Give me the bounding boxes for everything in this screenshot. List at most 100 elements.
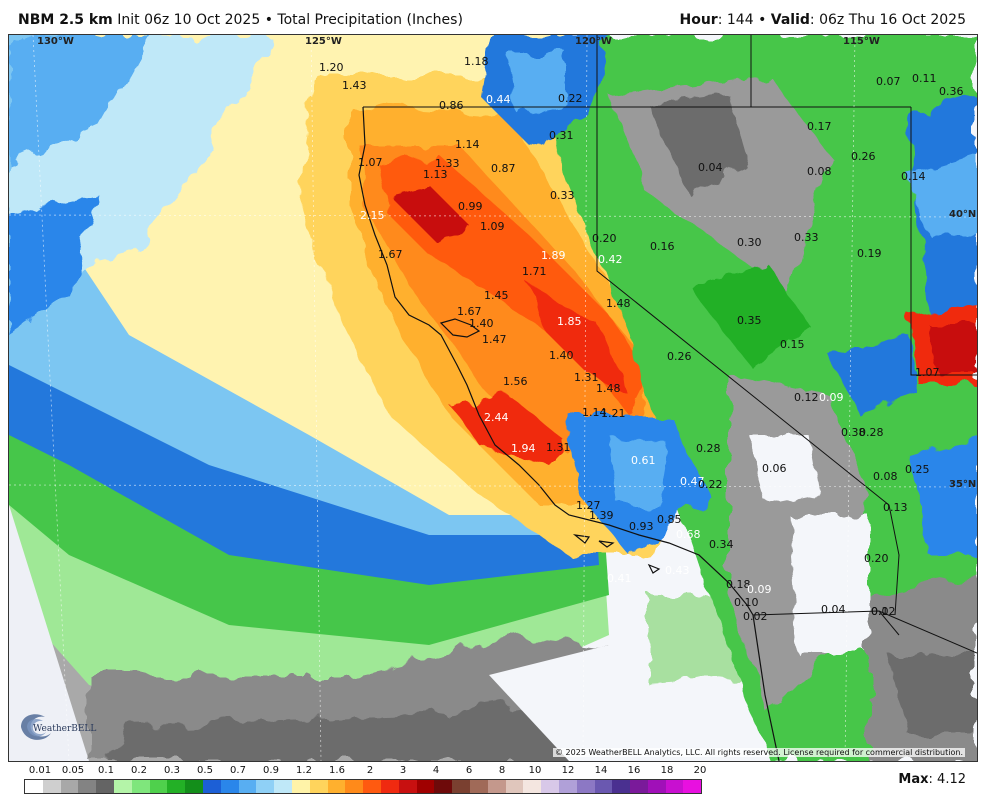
precip-point-label: 0.09 [819,391,844,404]
hour-value: : 144 [717,12,754,28]
legend-swatch [416,780,435,793]
legend-tick-label: 14 [594,765,608,776]
coastline [358,106,780,761]
logo-text: WeatherBELL [33,724,96,734]
precip-point-label: 0.20 [592,232,617,245]
legend-tick-label: 0.05 [61,765,85,776]
precip-point-label: 1.21 [601,407,626,420]
precip-point-label: 0.30 [737,236,762,249]
model-name: NBM 2.5 km [18,12,113,28]
precip-point-label: 0.17 [807,120,832,133]
nevada-precip-field [479,35,977,761]
precip-point-label: 0.93 [629,520,654,533]
header: NBM 2.5 km Init 06z 10 Oct 2025 • Total … [0,0,984,34]
precip-point-label: 0.38 [841,426,866,439]
legend-swatch [149,780,168,793]
legend-swatch [452,780,470,793]
state-boundaries [363,35,977,654]
precip-point-label: 1.20 [319,61,344,74]
legend-swatch [238,780,257,793]
copyright-notice: © 2025 WeatherBELL Analytics, LLC. All r… [553,748,965,757]
legend-swatch [380,780,399,793]
precip-point-label: 0.13 [883,501,908,514]
precip-point-label: 0.31 [549,129,574,142]
precip-point-label: 0.12 [794,391,819,404]
legend-swatch [594,780,613,793]
precip-point-label: 0.87 [491,162,516,175]
precip-point-label: 0.41 [607,572,632,585]
precip-point-label: 0.02 [743,610,768,623]
precip-point-label: 0.08 [807,165,832,178]
precip-point-label: 0.25 [905,463,930,476]
precip-point-label: 0.43 [665,564,690,577]
legend-swatch [167,780,186,793]
precip-point-label: 2.15 [360,209,385,222]
precip-point-label: 0.19 [857,247,882,260]
precip-point-label: 1.71 [522,265,547,278]
precip-point-label: 0.86 [439,99,464,112]
weatherbell-logo: WeatherBELL [21,714,96,740]
precip-point-label: 0.07 [876,75,901,88]
legend-swatch [327,780,346,793]
legend-swatch [96,780,114,793]
legend-swatch [363,780,381,793]
legend-tick-label: 3 [399,765,407,776]
precip-point-label: 1.43 [342,79,367,92]
legend-swatch [541,780,559,793]
legend-tick-label: 12 [561,765,575,776]
lat-label: 40°N [949,209,976,220]
precip-point-label: 1.31 [574,371,599,384]
title-separator: • [264,12,273,28]
precip-point-label: 0.16 [650,240,675,253]
precip-point-label: 0.20 [864,552,889,565]
legend-swatch [505,780,524,793]
legend-swatch [274,780,292,793]
legend-tick-label: 4 [432,765,440,776]
precip-point-label: 0.08 [873,470,898,483]
precip-point-label: 1.18 [464,55,489,68]
precip-point-label: 0.02 [871,605,896,618]
title-separator: • [758,12,767,28]
precip-point-label: 0.06 [762,462,787,475]
precip-point-label: 1.31 [546,441,571,454]
precip-point-label: 1.13 [423,168,448,181]
legend-swatch [487,780,506,793]
max-label-text: Max [898,772,929,787]
legend-tick-label: 18 [660,765,674,776]
legend-tick-label: 0.1 [98,765,114,776]
precip-point-label: 0.36 [939,85,964,98]
valid-time: Hour: 144 • Valid: 06z Thu 16 Oct 2025 [680,12,967,28]
legend-swatch [185,780,203,793]
legend-swatch [398,780,417,793]
legend-swatch [523,780,542,793]
precip-point-label: 0.04 [821,603,846,616]
precip-point-label: 1.40 [469,317,494,330]
precip-point-label: 1.39 [589,509,614,522]
precip-point-label: 1.14 [582,406,607,419]
legend-swatch [345,780,364,793]
precip-point-label: 0.99 [458,200,483,213]
precip-point-label: 0.47 [680,475,705,488]
legend-color-bar [24,779,702,794]
precip-point-label: 0.09 [747,583,772,596]
legend-labels: 0.01 0.05 0.1 0.2 0.3 0.5 0.7 0.9 1.2 1.6 2 3 4 6 8 10 1… [24,765,707,777]
init-time: Init 06z 10 Oct 2025 [117,12,261,28]
precip-point-label: 0.26 [667,350,692,363]
precip-point-label: 1.47 [482,333,507,346]
legend-swatch [558,780,577,793]
graticule [9,35,977,761]
legend-swatch [612,780,631,793]
legend-swatch [647,780,666,793]
precip-point-label: 0.33 [794,231,819,244]
legend-tick-label: 6 [465,765,473,776]
precip-point-label: 1.56 [503,375,528,388]
precip-point-label: 1.48 [606,297,631,310]
precip-point-label: 0.26 [851,150,876,163]
precip-point-label: 1.67 [457,305,482,318]
precip-point-label: 0.33 [550,189,575,202]
precip-point-label: 0.44 [486,93,511,106]
longitude-labels: 130°W 125°W 120°W 115°W [37,36,880,47]
precip-point-label: 0.28 [696,442,721,455]
precip-point-label: 0.11 [912,72,937,85]
precip-point-label: 1.48 [596,382,621,395]
